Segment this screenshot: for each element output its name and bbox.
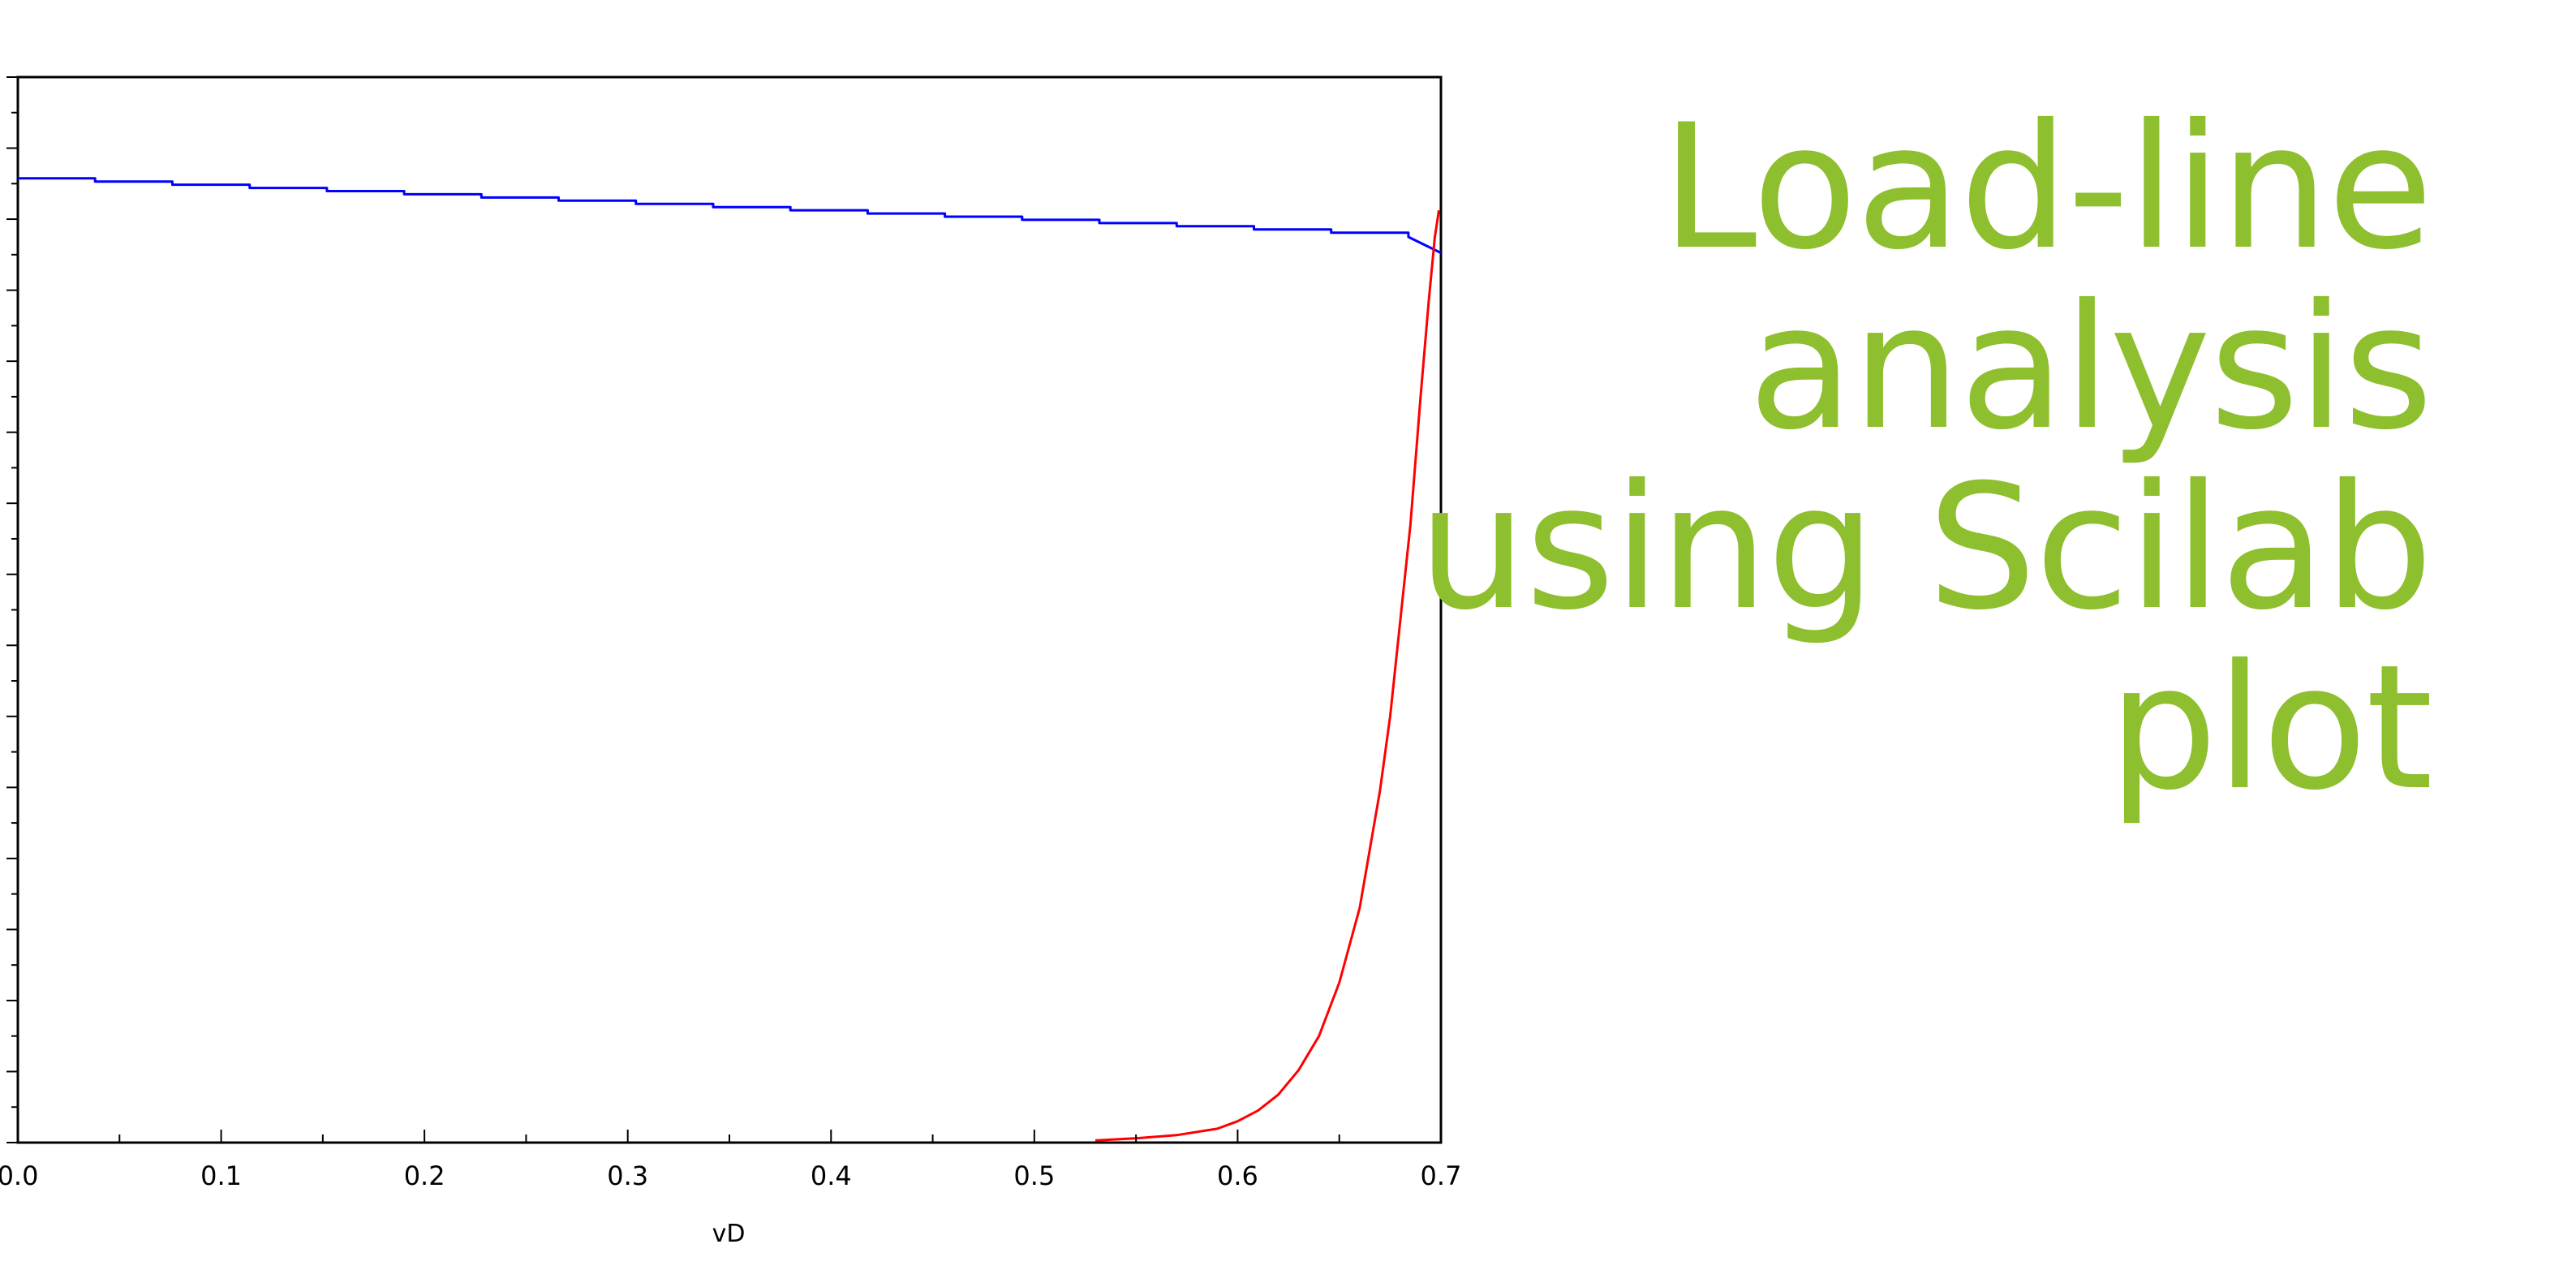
plot-series (18, 177, 1442, 1142)
series-line-2 (1094, 209, 1440, 1142)
slide-title: Load-line analysis using Scilab plot (1417, 87, 2433, 828)
slide-title-line-4: plot (2108, 627, 2433, 828)
x-tick-label: 0.0 (0, 1160, 38, 1191)
x-tick-label: 0.1 (200, 1160, 242, 1191)
x-tick-label: 0.5 (1013, 1160, 1055, 1191)
load-line-plot: 0.0 0.1 0.2 0.3 0.4 0.5 0.6 0.7 vD (0, 75, 1460, 1248)
slide-title-line-2: analysis (1748, 267, 2433, 467)
x-tick-label: 0.4 (811, 1160, 852, 1191)
x-axis-title: vD (712, 1220, 746, 1248)
slide-title-line-3: using Scilab (1417, 447, 2433, 648)
x-tick-label: 0.2 (404, 1160, 445, 1191)
x-tick-label: 0.7 (1421, 1160, 1460, 1191)
slide-title-line-1: Load-line (1661, 87, 2433, 287)
x-tick-label: 0.3 (607, 1160, 648, 1191)
series-line-1 (18, 177, 1442, 254)
plot-frame (16, 75, 1443, 1144)
x-tick-label: 0.6 (1217, 1160, 1258, 1191)
plot-ticks: 0.0 0.1 0.2 0.3 0.4 0.5 0.6 0.7 (0, 76, 1460, 1191)
plot-axes (16, 75, 1443, 1144)
